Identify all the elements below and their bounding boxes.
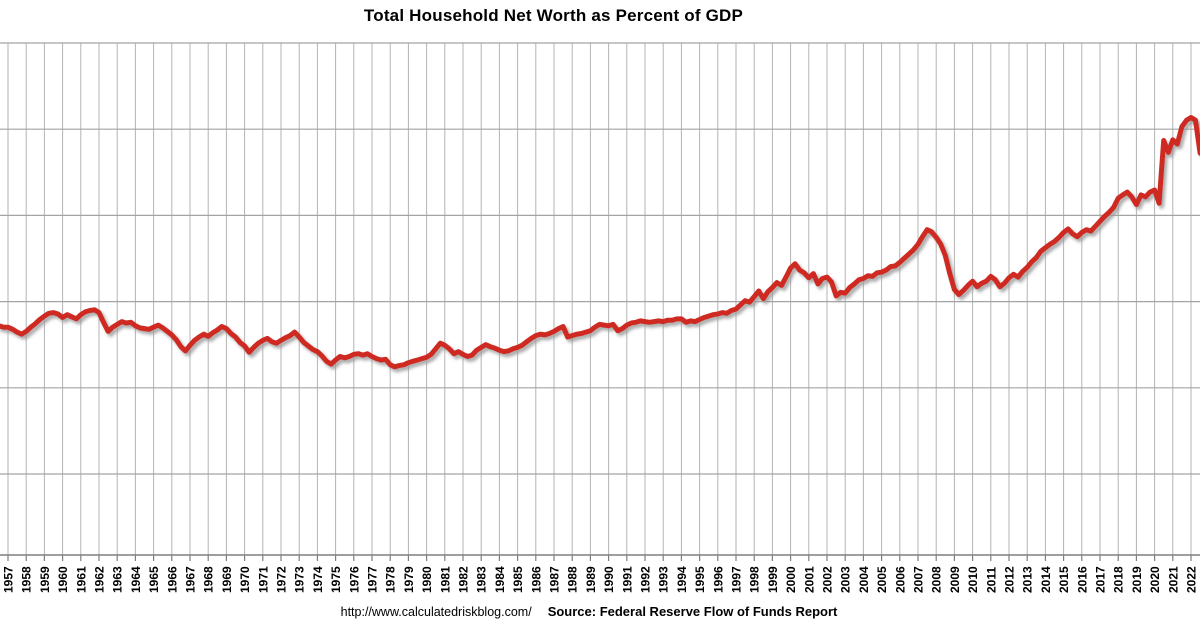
x-axis-label: 1959 bbox=[38, 566, 52, 593]
x-axis-label: 1999 bbox=[766, 566, 780, 593]
x-axis-label: 1961 bbox=[74, 566, 88, 593]
x-axis-label: 1965 bbox=[147, 566, 161, 593]
x-axis-label: 1996 bbox=[711, 566, 725, 593]
x-axis-label: 1990 bbox=[602, 566, 616, 593]
x-axis-label: 1960 bbox=[56, 566, 70, 593]
x-axis-label: 2011 bbox=[984, 567, 998, 593]
x-axis-label: 1994 bbox=[675, 566, 689, 593]
x-axis-label: 1993 bbox=[657, 566, 671, 593]
x-axis-label: 1974 bbox=[311, 566, 325, 593]
x-axis-label: 2003 bbox=[839, 566, 853, 593]
x-axis-label: 2015 bbox=[1057, 566, 1071, 593]
x-axis-label: 2005 bbox=[875, 566, 889, 593]
x-axis-labels: 1957 1958 1959 1960 1961 1962 1963 1964 1965 1966… bbox=[2, 566, 1199, 593]
x-axis-label: 1977 bbox=[366, 566, 380, 593]
x-axis-label: 1962 bbox=[93, 566, 107, 593]
x-axis-label: 2008 bbox=[930, 566, 944, 593]
x-axis-label: 2001 bbox=[802, 566, 816, 593]
x-axis-label: 1980 bbox=[420, 566, 434, 593]
x-axis-label: 1957 bbox=[2, 566, 16, 593]
x-axis-label: 1983 bbox=[475, 566, 489, 593]
x-axis-label: 1971 bbox=[256, 566, 270, 593]
x-axis-label: 1988 bbox=[566, 566, 580, 593]
x-axis-label: 1975 bbox=[329, 566, 343, 593]
x-axis-label: 2021 bbox=[1166, 566, 1180, 593]
x-axis-label: 1986 bbox=[529, 566, 543, 593]
x-axis-label: 2000 bbox=[784, 566, 798, 593]
x-axis-label: 1995 bbox=[693, 566, 707, 593]
chart-title: Total Household Net Worth as Percent of … bbox=[363, 6, 744, 25]
x-axis-label: 1982 bbox=[457, 566, 471, 593]
x-axis-label: 1997 bbox=[730, 566, 744, 593]
x-axis-label: 1976 bbox=[347, 566, 361, 593]
x-axis-label: 1992 bbox=[639, 566, 653, 593]
x-axis-label: 2013 bbox=[1021, 566, 1035, 593]
x-axis-label: 1991 bbox=[620, 566, 634, 593]
x-axis-label: 1985 bbox=[511, 566, 525, 593]
x-axis-label: 2007 bbox=[912, 566, 926, 593]
x-axis-label: 2002 bbox=[821, 566, 835, 593]
x-axis-label: 1963 bbox=[111, 566, 125, 593]
x-axis-label: 1972 bbox=[275, 566, 289, 593]
x-axis-label: 1970 bbox=[238, 566, 252, 593]
x-axis-label: 2019 bbox=[1130, 566, 1144, 593]
x-axis-label: 1981 bbox=[438, 566, 452, 593]
net-worth-line bbox=[0, 115, 1200, 370]
source-url: http://www.calculatedriskblog.com/ bbox=[340, 605, 532, 619]
x-axis-label: 1989 bbox=[584, 566, 598, 593]
x-axis-label: 2018 bbox=[1112, 566, 1126, 593]
horizontal-gridlines bbox=[0, 42, 1200, 475]
x-axis-label: 2004 bbox=[857, 566, 871, 593]
x-axis-label: 1958 bbox=[20, 566, 34, 593]
x-axis-label: 1987 bbox=[548, 566, 562, 593]
x-axis-label: 2020 bbox=[1148, 566, 1162, 593]
x-axis-ticks bbox=[7, 555, 1192, 561]
x-axis-label: 1998 bbox=[748, 566, 762, 593]
x-axis-label: 1973 bbox=[293, 566, 307, 593]
x-axis-label: 1967 bbox=[184, 566, 198, 593]
x-axis-label: 1968 bbox=[202, 566, 216, 593]
x-axis-label: 1969 bbox=[220, 566, 234, 593]
x-axis-label: 1984 bbox=[493, 566, 507, 593]
x-axis-label: 2009 bbox=[948, 566, 962, 593]
x-axis-label: 1964 bbox=[129, 566, 143, 593]
x-axis-label: 1966 bbox=[165, 566, 179, 593]
x-axis-label: 2017 bbox=[1094, 566, 1108, 593]
x-axis-label: 2014 bbox=[1039, 566, 1053, 593]
x-axis-label: 2022 bbox=[1185, 566, 1199, 593]
x-axis-label: 2010 bbox=[966, 566, 980, 593]
x-axis-label: 2006 bbox=[893, 566, 907, 593]
vertical-gridlines bbox=[7, 43, 1192, 555]
x-axis-label: 2012 bbox=[1003, 566, 1017, 593]
source-credit: Source: Federal Reserve Flow of Funds Re… bbox=[547, 604, 838, 619]
attribution-footer: http://www.calculatedriskblog.com/Source… bbox=[0, 603, 1178, 621]
x-axis-label: 2016 bbox=[1075, 566, 1089, 593]
x-axis-label: 1979 bbox=[402, 566, 416, 593]
x-axis-label: 1978 bbox=[384, 566, 398, 593]
